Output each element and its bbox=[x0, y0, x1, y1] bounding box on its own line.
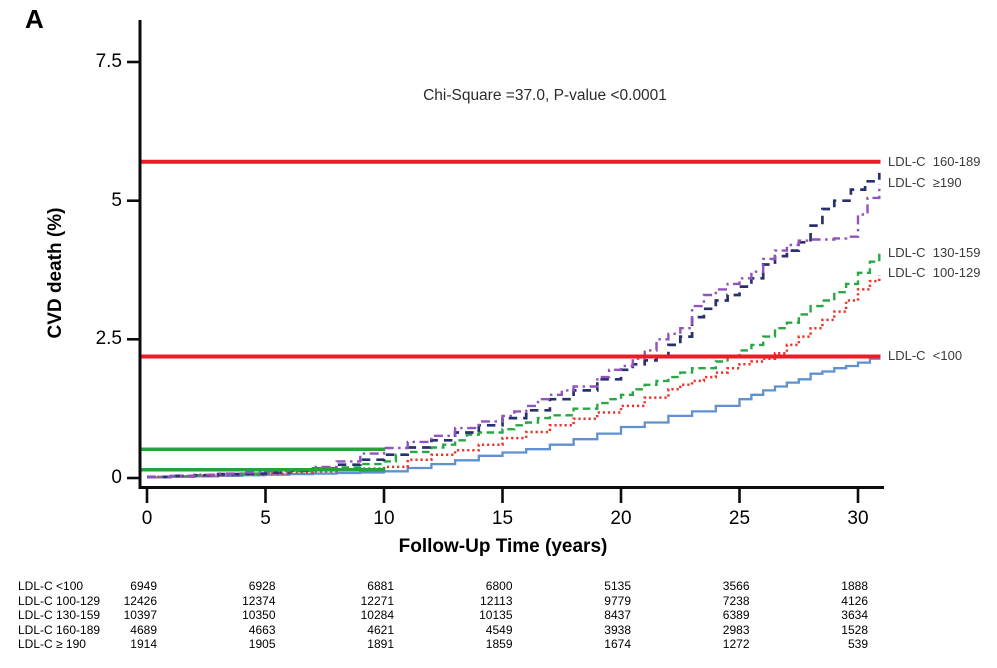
y-tick-label-0: 0 bbox=[111, 467, 122, 488]
risk-count: 8437 bbox=[604, 608, 631, 622]
risk-count: 6800 bbox=[485, 579, 513, 593]
risk-count: 5135 bbox=[604, 579, 631, 593]
x-tick-label-30: 30 bbox=[847, 508, 869, 529]
curve-ldl-c-160-189 bbox=[147, 172, 881, 479]
curve-label-ldl-c-100: LDL-C <100 bbox=[888, 348, 963, 363]
risk-count: 1905 bbox=[248, 637, 276, 651]
x-tick-label-0: 0 bbox=[141, 508, 153, 529]
curve-label-ldl-c-100-129: LDL-C 100-129 bbox=[888, 264, 981, 280]
panel-letter: A bbox=[25, 4, 44, 34]
risk-count: 10397 bbox=[123, 608, 157, 622]
risk-count: 4689 bbox=[130, 622, 157, 637]
risk-count: 10135 bbox=[479, 608, 513, 622]
chi-square-annotation: Chi-Square =37.0, P-value <0.0001 bbox=[423, 87, 667, 104]
risk-count: 12426 bbox=[123, 593, 157, 608]
risk-count: 2983 bbox=[722, 622, 750, 637]
risk-count: 12271 bbox=[360, 593, 394, 608]
risk-count: 539 bbox=[847, 637, 868, 651]
risk-count: 1888 bbox=[841, 579, 868, 593]
risk-count: 6389 bbox=[722, 608, 750, 622]
risk-count: 3938 bbox=[604, 622, 631, 637]
risk-count: 3634 bbox=[841, 608, 868, 622]
risk-count: 9779 bbox=[604, 593, 631, 608]
curve-ldl-c-130-159 bbox=[147, 253, 881, 479]
x-tick-label-10: 10 bbox=[373, 508, 395, 529]
curve-label-ldl-c-190: LDL-C ≥190 bbox=[888, 174, 962, 190]
risk-count: 1859 bbox=[485, 637, 513, 651]
curve-label-ldl-c-130-159: LDL-C 130-159 bbox=[888, 244, 981, 260]
risk-count: 4663 bbox=[248, 622, 276, 637]
y-tick-label-7.5: 7.5 bbox=[95, 51, 122, 72]
risk-row-label: LDL-C ≥ 190 bbox=[18, 637, 86, 651]
risk-row-label: LDL-C 130-159 bbox=[18, 608, 101, 622]
curve-ldl-c-100 bbox=[147, 356, 881, 479]
risk-count: 12374 bbox=[242, 593, 276, 608]
risk-row-label: LDL-C 100-129 bbox=[18, 593, 101, 608]
curve-ldl-c-190 bbox=[147, 184, 881, 479]
risk-row-label: LDL-C <100 bbox=[18, 579, 84, 593]
curve-ldl-c-100-129 bbox=[147, 275, 881, 479]
x-tick-label-25: 25 bbox=[728, 508, 751, 529]
x-tick-label-20: 20 bbox=[610, 508, 632, 529]
risk-count: 4621 bbox=[367, 622, 394, 637]
x-tick-label-15: 15 bbox=[491, 508, 514, 529]
risk-count: 12113 bbox=[480, 593, 513, 608]
risk-row-label: LDL-C 160-189 bbox=[18, 622, 101, 637]
risk-count: 10284 bbox=[360, 608, 394, 622]
risk-count: 6928 bbox=[248, 579, 276, 593]
risk-count: 1891 bbox=[367, 637, 394, 651]
risk-count: 7238 bbox=[722, 593, 750, 608]
risk-count: 4549 bbox=[485, 622, 513, 637]
risk-count: 1272 bbox=[722, 637, 750, 651]
risk-count: 10350 bbox=[242, 608, 276, 622]
curve-label-ldl-c-160-189: LDL-C 160-189 bbox=[888, 153, 981, 169]
risk-count: 3566 bbox=[722, 579, 750, 593]
risk-count: 1914 bbox=[130, 637, 157, 651]
x-axis-title: Follow-Up Time (years) bbox=[398, 536, 608, 557]
risk-count: 1528 bbox=[841, 622, 868, 637]
y-tick-label-5: 5 bbox=[111, 189, 122, 211]
y-axis-title: CVD death (%) bbox=[45, 207, 66, 339]
risk-count: 6881 bbox=[367, 579, 394, 593]
x-tick-label-5: 5 bbox=[260, 508, 271, 529]
risk-count: 1674 bbox=[604, 637, 631, 651]
risk-count: 6949 bbox=[130, 579, 157, 593]
y-tick-label-2.5: 2.5 bbox=[95, 328, 122, 350]
risk-count: 4126 bbox=[841, 593, 868, 608]
